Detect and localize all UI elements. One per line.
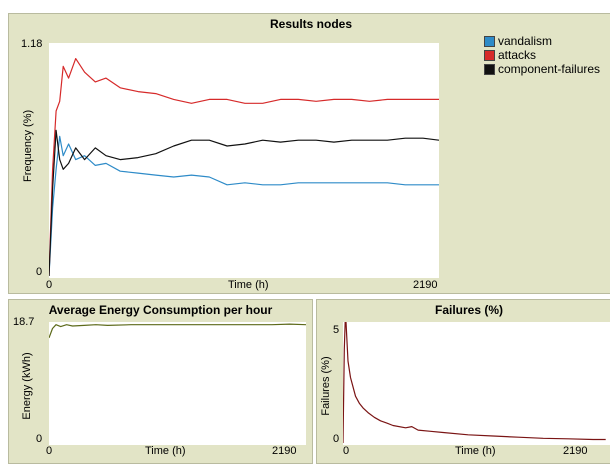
failures-svg <box>343 322 606 444</box>
energy-y-axis-label: Energy (kWh) <box>21 352 33 420</box>
failures-title: Failures (%) <box>434 303 503 317</box>
results-nodes-plot-area <box>49 43 439 278</box>
energy-plot-area <box>49 322 306 445</box>
failures-y-tick-max: 5 <box>333 324 340 336</box>
y-tick-min: 0 <box>36 266 43 278</box>
x-tick-min: 0 <box>46 279 53 291</box>
failures-series-line-0 <box>343 322 606 444</box>
results-nodes-title: Results nodes <box>269 17 353 31</box>
x-axis-label: Time (h) <box>228 279 269 291</box>
legend: vandalism attacks component-failures <box>484 34 600 76</box>
energy-svg <box>49 323 306 339</box>
results-nodes-svg <box>49 58 439 277</box>
y-tick-max: 1.18 <box>21 38 43 50</box>
failures-x-tick-min: 0 <box>343 445 350 457</box>
energy-panel: Average Energy Consumption per hour 18.7… <box>8 299 313 464</box>
results-nodes-series-line-vandalism <box>49 135 439 277</box>
failures-plot-area <box>343 322 610 445</box>
energy-y-tick-min: 0 <box>36 433 43 445</box>
energy-y-tick-max: 18.7 <box>13 316 35 328</box>
legend-label-attacks: attacks <box>498 48 537 62</box>
legend-item-component-failures: component-failures <box>484 62 600 76</box>
results-nodes-panel: Results nodes 1.18 0 Frequency (%) 0 Tim… <box>8 13 610 294</box>
legend-item-vandalism: vandalism <box>484 34 600 48</box>
energy-series-line-0 <box>49 323 306 339</box>
failures-y-axis-label: Failures (%) <box>320 356 332 416</box>
results-nodes-series-line-component-failures <box>49 129 439 277</box>
failures-panel: Failures (%) 5 0 Failures (%) 0 Time (h)… <box>316 299 610 464</box>
legend-item-attacks: attacks <box>484 48 600 62</box>
energy-x-axis-label: Time (h) <box>145 445 186 457</box>
failures-x-tick-max: 2190 <box>563 445 588 457</box>
energy-x-tick-max: 2190 <box>272 445 297 457</box>
legend-label-vandalism: vandalism <box>498 34 553 48</box>
y-axis-label: Frequency (%) <box>22 109 34 182</box>
failures-x-axis-label: Time (h) <box>455 445 496 457</box>
legend-swatch-component-failures <box>484 63 495 75</box>
legend-label-component-failures: component-failures <box>498 62 601 76</box>
failures-y-tick-min: 0 <box>333 433 340 445</box>
results-nodes-series-line-attacks <box>49 58 439 277</box>
x-tick-max: 2190 <box>413 279 438 291</box>
energy-title: Average Energy Consumption per hour <box>48 303 273 317</box>
legend-swatch-vandalism <box>484 35 495 47</box>
legend-swatch-attacks <box>484 49 495 61</box>
energy-x-tick-min: 0 <box>46 445 53 457</box>
